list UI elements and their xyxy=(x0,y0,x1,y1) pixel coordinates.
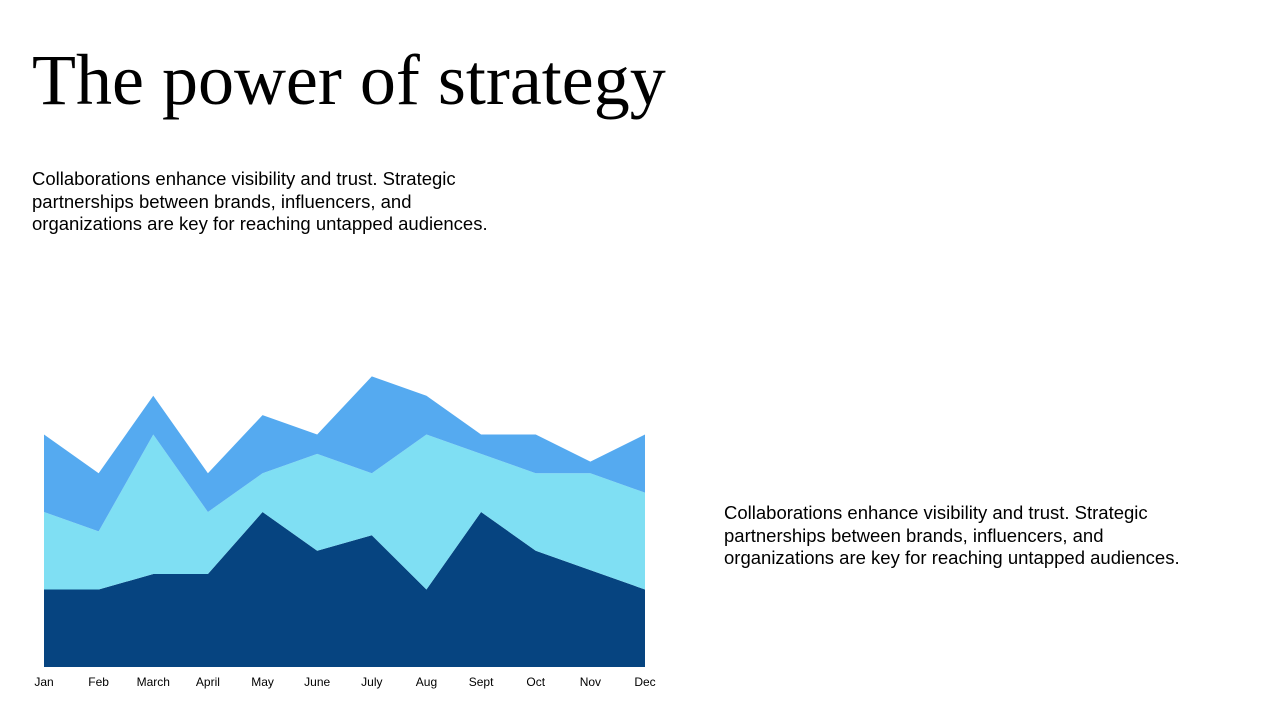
x-tick-label: Feb xyxy=(88,675,109,689)
intro-paragraph: Collaborations enhance visibility and tr… xyxy=(32,168,488,234)
area-series-2 xyxy=(44,434,645,590)
x-tick-label: May xyxy=(251,675,274,689)
side-paragraph: Collaborations enhance visibility and tr… xyxy=(724,502,1180,568)
x-tick-label: March xyxy=(137,675,170,689)
x-tick-label: April xyxy=(196,675,220,689)
x-tick-label: Nov xyxy=(580,675,601,689)
x-tick-label: June xyxy=(304,675,330,689)
area-series-3 xyxy=(44,376,645,532)
x-tick-label: July xyxy=(361,675,382,689)
x-axis-labels: Jan Feb March April May June July Aug Sept Oct Nov… xyxy=(34,675,655,689)
x-tick-label: Sept xyxy=(469,675,494,689)
x-tick-label: Aug xyxy=(416,675,437,689)
page-title: The power of strategy xyxy=(32,40,666,120)
x-tick-label: Dec xyxy=(634,675,655,689)
x-tick-label: Oct xyxy=(526,675,545,689)
chart-areas xyxy=(44,376,645,667)
area-series-1 xyxy=(44,512,645,667)
x-tick-label: Jan xyxy=(34,675,53,689)
